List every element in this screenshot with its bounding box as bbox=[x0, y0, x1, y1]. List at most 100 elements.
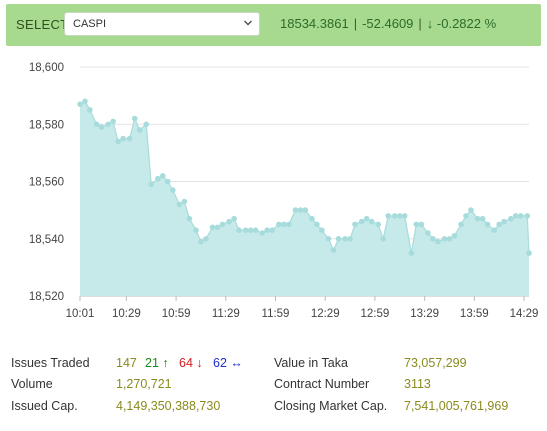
data-point[interactable] bbox=[526, 250, 532, 256]
data-point[interactable] bbox=[155, 175, 161, 182]
data-point[interactable] bbox=[186, 215, 193, 222]
x-tick-label: 11:59 bbox=[262, 308, 290, 320]
data-point[interactable] bbox=[342, 236, 348, 242]
data-point[interactable] bbox=[319, 227, 325, 233]
data-point[interactable] bbox=[209, 224, 216, 231]
data-point[interactable] bbox=[451, 233, 458, 239]
data-point[interactable] bbox=[170, 187, 176, 193]
x-tick-label: 13:29 bbox=[410, 308, 439, 320]
data-point[interactable] bbox=[418, 221, 425, 228]
volume-label: Volume bbox=[11, 377, 53, 391]
data-point[interactable] bbox=[496, 221, 503, 228]
data-point[interactable] bbox=[247, 227, 254, 233]
data-point[interactable] bbox=[325, 236, 332, 242]
data-point[interactable] bbox=[143, 121, 150, 128]
data-point[interactable] bbox=[363, 215, 370, 222]
data-point[interactable] bbox=[330, 247, 337, 253]
data-point[interactable] bbox=[136, 127, 143, 133]
index-change: -52.4609 bbox=[362, 16, 414, 31]
data-point[interactable] bbox=[430, 236, 436, 242]
data-point[interactable] bbox=[160, 173, 166, 179]
data-point[interactable] bbox=[193, 227, 199, 233]
data-point[interactable] bbox=[524, 213, 531, 219]
issues-traded-label: Issues Traded bbox=[11, 356, 90, 370]
data-point[interactable] bbox=[463, 213, 469, 219]
data-point[interactable] bbox=[468, 207, 474, 213]
data-point[interactable] bbox=[269, 227, 276, 233]
index-ticker: 18534.3861 | -52.4609 | ↓ -0.2822 % bbox=[280, 16, 496, 31]
market-stats: Issues Traded 147 21 ↑ 64 ↓ 62 ↔ Volume … bbox=[0, 354, 547, 424]
data-point[interactable] bbox=[203, 236, 209, 242]
data-point[interactable] bbox=[314, 221, 320, 228]
data-point[interactable] bbox=[517, 213, 524, 219]
data-point[interactable] bbox=[176, 201, 183, 208]
data-point[interactable] bbox=[148, 181, 154, 188]
data-point[interactable] bbox=[435, 238, 441, 245]
data-point[interactable] bbox=[397, 213, 403, 219]
data-point[interactable] bbox=[408, 250, 415, 256]
data-point[interactable] bbox=[110, 118, 116, 125]
data-point[interactable] bbox=[82, 98, 88, 105]
unchanged-count: 62 ↔ bbox=[213, 356, 243, 370]
data-point[interactable] bbox=[375, 221, 382, 228]
data-point[interactable] bbox=[115, 138, 121, 145]
data-point[interactable] bbox=[501, 218, 507, 225]
data-point[interactable] bbox=[413, 221, 420, 228]
data-point[interactable] bbox=[484, 221, 491, 228]
data-point[interactable] bbox=[292, 207, 299, 213]
data-point[interactable] bbox=[352, 221, 358, 228]
issued-cap-value: 4,149,350,388,730 bbox=[116, 399, 221, 413]
data-point[interactable] bbox=[165, 178, 171, 185]
data-point[interactable] bbox=[198, 238, 204, 245]
data-point[interactable] bbox=[259, 230, 266, 236]
data-point[interactable] bbox=[131, 115, 138, 122]
data-point[interactable] bbox=[214, 224, 221, 231]
data-point[interactable] bbox=[380, 236, 387, 242]
data-point[interactable] bbox=[226, 218, 232, 225]
data-point[interactable] bbox=[286, 221, 292, 228]
data-point[interactable] bbox=[401, 213, 408, 219]
data-point[interactable] bbox=[335, 236, 342, 242]
data-point[interactable] bbox=[309, 215, 315, 222]
data-point[interactable] bbox=[98, 124, 105, 130]
data-point[interactable] bbox=[358, 218, 365, 225]
advances-value: 21 bbox=[145, 356, 159, 370]
data-point[interactable] bbox=[219, 221, 226, 228]
data-point[interactable] bbox=[126, 135, 133, 142]
data-point[interactable] bbox=[120, 135, 126, 142]
data-point[interactable] bbox=[242, 227, 249, 233]
index-select-dropdown[interactable]: CASPI bbox=[64, 12, 260, 36]
data-point[interactable] bbox=[87, 107, 93, 113]
data-point[interactable] bbox=[392, 213, 398, 219]
data-point[interactable] bbox=[512, 213, 519, 219]
data-point[interactable] bbox=[441, 236, 448, 242]
data-point[interactable] bbox=[93, 121, 100, 128]
y-tick-label: 18,540 bbox=[29, 234, 64, 246]
data-point[interactable] bbox=[302, 207, 309, 213]
data-point[interactable] bbox=[479, 215, 486, 222]
data-point[interactable] bbox=[181, 198, 188, 205]
data-point[interactable] bbox=[77, 101, 83, 107]
data-point[interactable] bbox=[105, 121, 111, 128]
data-point[interactable] bbox=[236, 227, 242, 233]
value-in-taka-label: Value in Taka bbox=[274, 356, 348, 370]
data-point[interactable] bbox=[508, 215, 514, 222]
select-label: SELECT bbox=[16, 17, 69, 32]
data-point[interactable] bbox=[231, 215, 237, 222]
closing-market-cap-label: Closing Market Cap. bbox=[274, 399, 388, 413]
data-point[interactable] bbox=[252, 227, 259, 233]
data-point[interactable] bbox=[347, 236, 353, 242]
data-point[interactable] bbox=[264, 227, 271, 233]
data-point[interactable] bbox=[446, 236, 453, 242]
data-point[interactable] bbox=[458, 221, 464, 228]
x-tick-label: 10:59 bbox=[162, 308, 191, 320]
data-point[interactable] bbox=[491, 227, 498, 233]
data-point[interactable] bbox=[297, 207, 304, 213]
volume-value: 1,270,721 bbox=[116, 377, 172, 391]
data-point[interactable] bbox=[276, 221, 282, 228]
data-point[interactable] bbox=[425, 230, 431, 236]
data-point[interactable] bbox=[368, 218, 375, 225]
data-point[interactable] bbox=[385, 213, 392, 219]
data-point[interactable] bbox=[281, 221, 287, 228]
data-point[interactable] bbox=[474, 215, 481, 222]
